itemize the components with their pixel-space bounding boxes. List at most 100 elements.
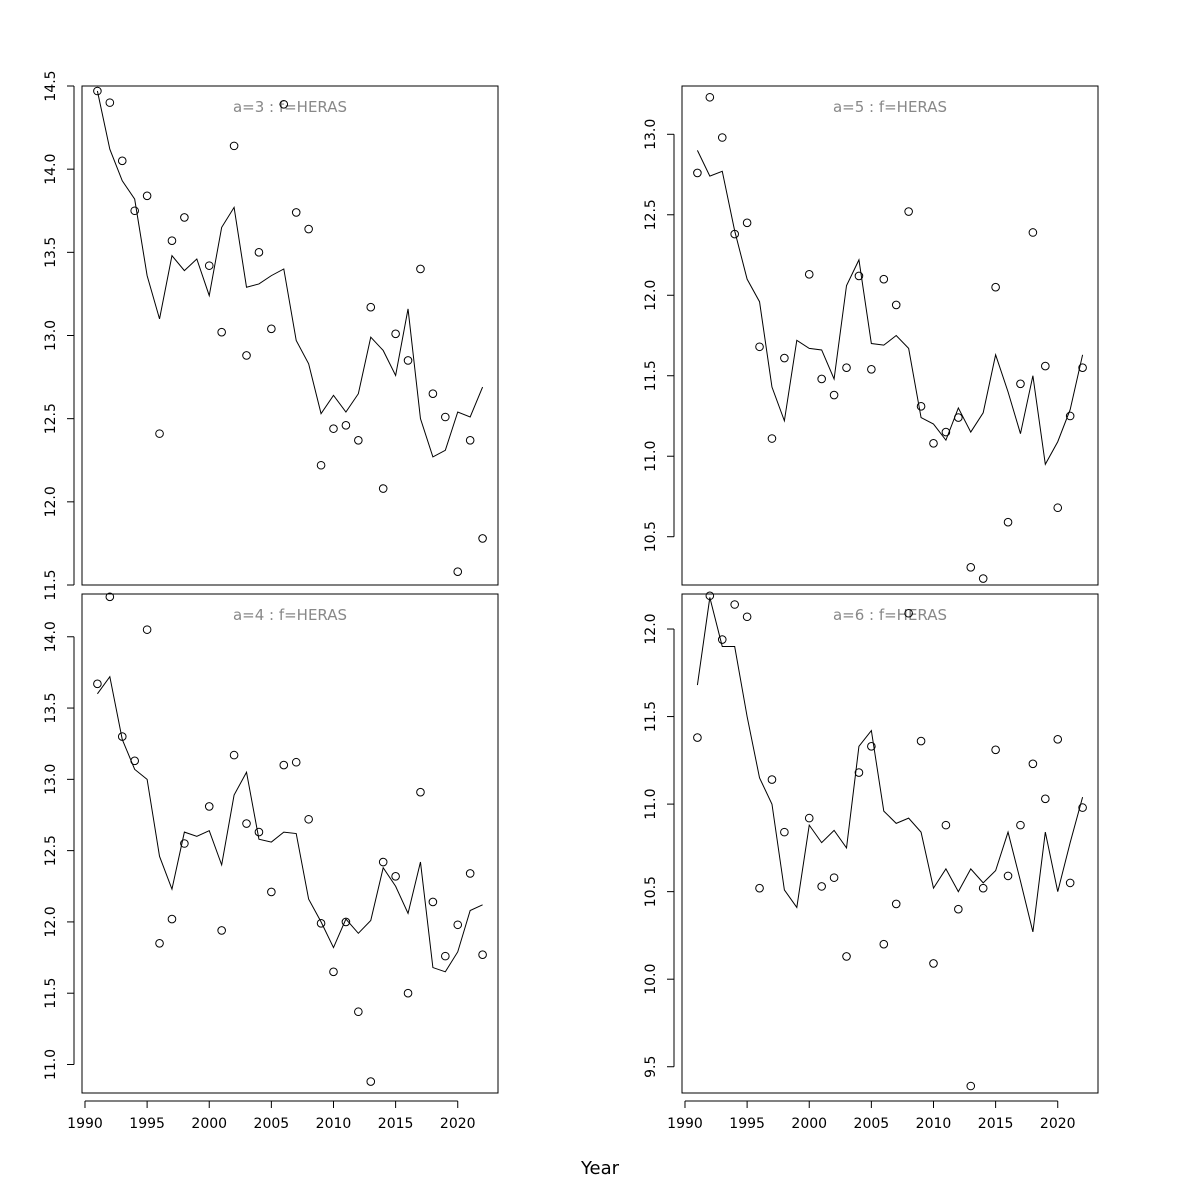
data-point [730,600,739,609]
y-tick-label: 10.5 [643,876,659,907]
x-tick-label: 2005 [854,1116,890,1132]
data-point [478,950,487,960]
data-point [378,857,388,867]
plot-frame [81,593,499,1094]
y-tick-label: 12.0 [643,613,659,644]
data-point [954,904,963,914]
data-point [105,592,115,602]
panel-title: a=3 : f=HERAS [233,98,347,116]
data-point [267,887,276,897]
y-tick-label: 11.0 [643,789,659,820]
data-point [465,435,475,445]
series-points [693,92,1087,583]
data-point [1053,735,1063,744]
data-point [867,742,876,751]
data-point [441,951,450,961]
data-point [929,439,938,448]
plot-frame [81,85,499,586]
y-tick-label: 11.5 [43,569,59,600]
y-tick-label: 13.0 [643,119,659,150]
data-point [705,591,715,601]
data-point [991,282,1000,292]
data-point [842,952,851,961]
data-point [428,389,438,399]
y-tick-label: 13.5 [43,237,59,268]
y-tick-label: 13.0 [43,764,59,795]
series-line [96,90,484,458]
series-line [696,150,1084,466]
data-point [978,883,988,893]
data-point [242,351,251,360]
data-point [879,939,889,949]
y-axis: 10.5 11.0 11.5 12.0 12.5 13.0 [643,119,675,552]
data-point [105,98,115,107]
data-point [441,412,450,422]
data-point [130,756,139,766]
data-point [167,914,177,924]
data-point [366,1077,376,1086]
data-point [279,760,289,770]
data-point [403,988,413,998]
data-point [117,732,127,741]
data-point [804,813,814,823]
data-point [329,424,338,433]
data-point [755,342,764,352]
data-point [155,429,164,438]
data-point [254,827,264,837]
data-point [1003,517,1013,527]
data-point [941,427,951,437]
data-point [742,612,752,622]
data-point [780,827,789,837]
data-point [1003,871,1013,881]
data-point [767,434,777,443]
y-tick-label: 11.5 [43,978,59,1009]
data-point [304,814,313,824]
y-tick-label: 11.0 [43,1049,59,1080]
x-tick-label: 1995 [129,1116,165,1132]
y-axis: 11.0 11.5 12.0 12.5 13.0 13.5 14.0 [43,621,75,1080]
data-point [354,435,363,445]
series-points [93,86,487,576]
y-tick-label: 9.5 [643,1056,659,1078]
chart-panel-top-right: a=5 : f=HERAS 10.5 11.0 11.5 12.0 12.5 13.0 [643,85,1099,586]
data-point [1041,361,1050,371]
data-point [916,736,926,746]
data-point [391,329,400,339]
series-points [693,591,1087,1091]
data-point [167,236,177,245]
data-point [854,768,864,777]
data-point [755,883,764,893]
data-point [1078,363,1087,372]
x-tick-label: 2005 [254,1116,290,1132]
data-point [1016,820,1025,830]
data-point [316,460,326,470]
data-point [416,787,425,797]
data-point [130,206,139,216]
data-point [304,224,313,234]
data-point [1053,503,1063,513]
data-point [891,300,901,310]
data-point [879,274,889,284]
data-point [804,270,814,279]
data-point [204,261,214,270]
x-tick-label: 1990 [67,1116,103,1132]
y-tick-label: 11.5 [643,360,659,391]
data-point [254,248,264,257]
data-point [966,1081,976,1091]
x-tick-label: 2000 [191,1116,227,1132]
y-tick-label: 13.0 [43,320,59,351]
x-tick-label: 2015 [378,1116,414,1132]
data-point [217,926,226,935]
y-axis: 11.5 12.0 12.5 13.0 13.5 14.0 14.5 [43,70,75,601]
y-tick-label: 10.0 [643,964,659,995]
data-point [1065,878,1075,888]
panel-title: a=6 : f=HERAS [833,606,947,624]
data-point [403,356,413,365]
series-line [97,675,483,973]
data-point [329,967,338,977]
chart-panel-top-left: a=3 : f=HERAS 11.5 12.0 12.5 13.0 13.5 14.0 14.… [43,70,499,601]
data-point [829,390,839,400]
x-tick-label: 2000 [791,1116,827,1132]
data-point [478,534,487,543]
